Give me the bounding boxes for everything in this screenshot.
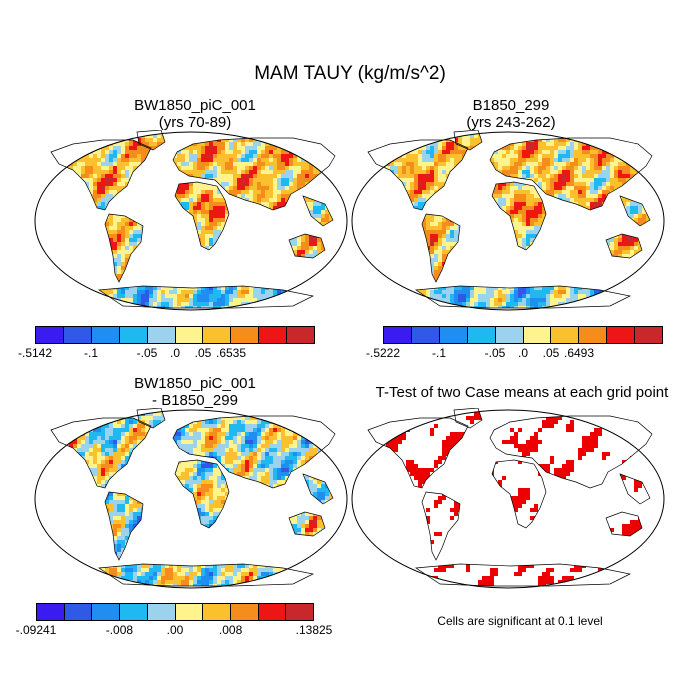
colorbar-tick-label: .00 (166, 623, 184, 637)
panel-title-line2: (yrs 243-262) (466, 114, 556, 131)
panel-title-bottom-right: T-Test of two Case means at each grid po… (375, 384, 669, 401)
coastline (367, 139, 469, 211)
coastline (136, 130, 166, 151)
colorbar-box (384, 327, 412, 343)
coastline (619, 473, 651, 505)
figure-title: MAM TAUY (kg/m/s^2) (254, 63, 446, 84)
colorbar-tick-label: -.09241 (15, 623, 57, 637)
colorbar-top-left (35, 326, 315, 344)
coastline (50, 417, 152, 489)
colorbar-box (203, 327, 232, 343)
map-border (34, 131, 348, 311)
colorbar-tick-label: -.05 (484, 346, 506, 360)
colorbar-box (495, 327, 524, 343)
coastline (174, 181, 230, 251)
colorbar-box (551, 327, 580, 343)
map-border (351, 131, 665, 311)
colorbar-box (36, 327, 64, 343)
map-panel-top-right (351, 130, 665, 311)
colorbar-top-right (383, 326, 663, 344)
colorbar-box (439, 327, 468, 343)
coastline (421, 213, 461, 283)
colorbar-box (467, 327, 496, 343)
colorbar-tick-label: -.05 (136, 346, 158, 360)
colorbar-box (64, 604, 93, 620)
colorbar-box (175, 327, 204, 343)
colorbar-box (579, 327, 608, 343)
colorbar-tick-label: .0 (169, 346, 181, 360)
coastline (453, 408, 483, 429)
colorbar-tick-label: -.1 (83, 346, 99, 360)
coastline (619, 195, 651, 227)
coastline (136, 408, 166, 429)
colorbar-box (147, 604, 176, 620)
panel-title-top-left: BW1850_piC_001 (yrs 70-89) (40, 97, 350, 131)
colorbar-box (91, 327, 120, 343)
panel-title-line1: BW1850_piC_001 (134, 375, 256, 392)
panel-title-line1: BW1850_piC_001 (134, 97, 256, 114)
coastline (104, 491, 144, 561)
map-border (34, 409, 348, 589)
coastline (421, 491, 461, 561)
coastline (489, 137, 653, 211)
coastline (605, 233, 643, 259)
coastline (302, 195, 334, 227)
coastline (288, 233, 326, 259)
colorbar-box (259, 327, 288, 343)
colorbar-bottom-left (36, 603, 314, 621)
coastline (491, 459, 547, 529)
map-panel-top-left (34, 130, 348, 311)
colorbar-box (203, 604, 231, 620)
colorbar-box (286, 604, 314, 620)
panel-title-top-right: B1850_299 (yrs 243-262) (356, 97, 666, 131)
colorbar-tick-label: .05 (542, 346, 560, 360)
colorbar-box (120, 604, 148, 620)
colorbar-box (607, 327, 636, 343)
coastline (605, 511, 643, 537)
significance-note: Cells are significant at 0.1 level (437, 614, 603, 628)
colorbar-box (411, 327, 440, 343)
colorbar-tick-label: .008 (218, 623, 243, 637)
colorbar-tick-label: -.008 (105, 623, 134, 637)
colorbar-tick-label: .0 (517, 346, 529, 360)
coastline (453, 130, 483, 151)
colorbar-box (119, 327, 148, 343)
colorbar-tick-label: .13825 (295, 623, 333, 637)
map-border (351, 409, 665, 589)
coastline (489, 415, 653, 489)
colorbar-tick-label: .6493 (563, 346, 595, 360)
colorbar-box (37, 604, 65, 620)
coastline (50, 139, 152, 211)
map-panel-bottom-right (351, 408, 665, 589)
colorbar-tick-label: -.5222 (365, 346, 401, 360)
colorbar-tick-label: -.1 (431, 346, 447, 360)
panel-title-line2: (yrs 70-89) (158, 114, 232, 131)
colorbar-box (92, 604, 121, 620)
coastline (172, 137, 336, 211)
colorbar-box (523, 327, 552, 343)
map-panel-bottom-left (34, 408, 348, 589)
coastline (288, 511, 326, 537)
panel-title-line1: B1850_299 (472, 97, 550, 114)
coastline (104, 213, 144, 283)
coastline (174, 459, 230, 529)
panel-title-bottom-left: BW1850_piC_001 - B1850_299 (40, 375, 350, 409)
colorbar-tick-label: -.5142 (17, 346, 53, 360)
colorbar-tick-label: .6535 (215, 346, 247, 360)
coastline (172, 415, 336, 489)
colorbar-box (258, 604, 287, 620)
coastline (302, 473, 334, 505)
panel-title-line2: - B1850_299 (152, 392, 238, 409)
colorbar-box (635, 327, 663, 343)
coastline (367, 417, 469, 489)
colorbar-box (231, 327, 260, 343)
colorbar-box (147, 327, 176, 343)
colorbar-box (230, 604, 259, 620)
colorbar-tick-label: .05 (194, 346, 212, 360)
colorbar-box (175, 604, 204, 620)
colorbar-box (287, 327, 315, 343)
coastline (491, 181, 547, 251)
colorbar-box (63, 327, 92, 343)
